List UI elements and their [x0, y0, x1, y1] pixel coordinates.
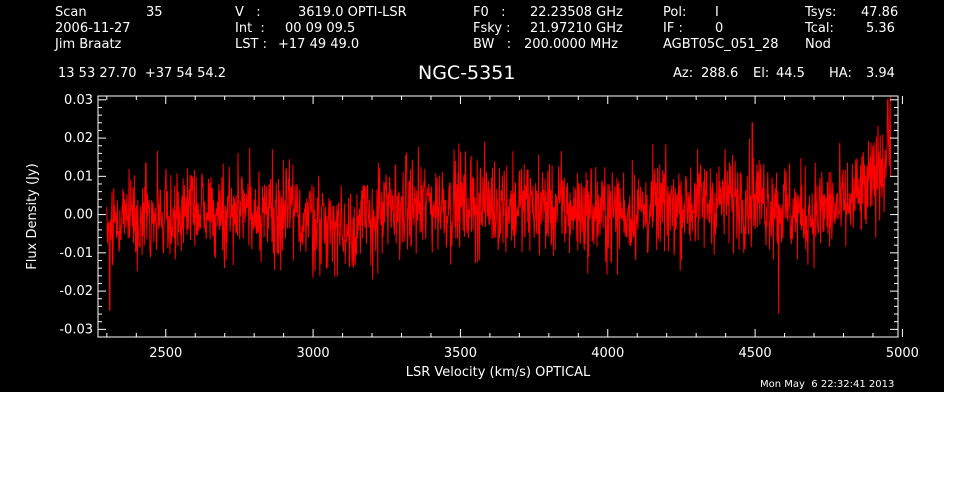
- x-tick-label: 5000: [886, 346, 919, 361]
- tsys-label: Tsys:: [805, 5, 837, 20]
- y-tick-label: 0.02: [64, 131, 93, 146]
- az-label: Az:: [673, 66, 694, 81]
- lst-label: LST :: [235, 37, 267, 52]
- y-tick-label: 0.01: [64, 169, 93, 184]
- x-tick-label: 3500: [444, 346, 477, 361]
- f0-value: 22.23508 GHz: [530, 5, 623, 20]
- el-label: El:: [753, 66, 770, 81]
- lst-value: +17 49 49.0: [278, 37, 360, 52]
- x-tick-label: 3000: [297, 346, 330, 361]
- pol-value: I: [715, 5, 719, 20]
- obs-date: 2006-11-27: [55, 21, 131, 36]
- tcal-label: Tcal:: [805, 21, 834, 36]
- plot-frame: [97, 95, 899, 338]
- tcal-value: 5.36: [866, 21, 895, 36]
- v-label: V :: [235, 5, 261, 20]
- ha-value: 3.94: [866, 66, 895, 81]
- ha-label: HA:: [829, 66, 852, 81]
- observer: Jim Braatz: [55, 37, 122, 52]
- y-axis-label: Flux Density (Jy): [25, 163, 40, 269]
- if-value: 0: [715, 21, 724, 36]
- y-tick-label: -0.01: [59, 246, 93, 261]
- fsky-value: 21.97210 GHz: [530, 21, 623, 36]
- scan-label: Scan: [55, 5, 87, 20]
- int-label: Int :: [235, 21, 265, 36]
- bw-value: 200.0000 MHz: [524, 37, 618, 52]
- chart-title: NGC-5351: [418, 62, 516, 84]
- az-value: 288.6: [701, 66, 739, 81]
- bw-label: BW :: [473, 37, 512, 52]
- obs-mode: Nod: [805, 37, 831, 52]
- project-id: AGBT05C_051_28: [663, 37, 779, 52]
- spectrum-trace: [106, 95, 892, 315]
- source-coordinates: 13 53 27.70 +37 54 54.2: [58, 66, 227, 81]
- y-tick-label: -0.03: [59, 322, 93, 337]
- spectrum-chart: 2500 3000 3500 4000 4500 5000 -0.03 -0.02 -0.01 0…: [25, 93, 919, 380]
- x-tick-label: 4500: [739, 346, 772, 361]
- v-value: 3619.0 OPTI-LSR: [298, 5, 407, 20]
- tsys-value: 47.86: [861, 5, 899, 20]
- fsky-label: Fsky :: [473, 21, 511, 36]
- el-value: 44.5: [776, 66, 805, 81]
- if-label: IF :: [663, 21, 683, 36]
- pol-label: Pol:: [663, 5, 687, 20]
- scan-value: 35: [146, 5, 163, 20]
- f0-label: F0 :: [473, 5, 506, 20]
- plot-timestamp: Mon May 6 22:32:41 2013: [760, 379, 895, 390]
- y-tick-label: -0.02: [59, 284, 93, 299]
- x-tick-label: 4000: [591, 346, 624, 361]
- int-value: 00 09 09.5: [285, 21, 356, 36]
- x-axis-label: LSR Velocity (km/s) OPTICAL: [406, 365, 591, 380]
- x-tick-label: 2500: [149, 346, 182, 361]
- y-tick-label: 0.00: [64, 208, 93, 223]
- plot-panel: Scan 35 2006-11-27 Jim Braatz V : 3619.0…: [0, 0, 944, 392]
- y-tick-label: 0.03: [64, 93, 93, 108]
